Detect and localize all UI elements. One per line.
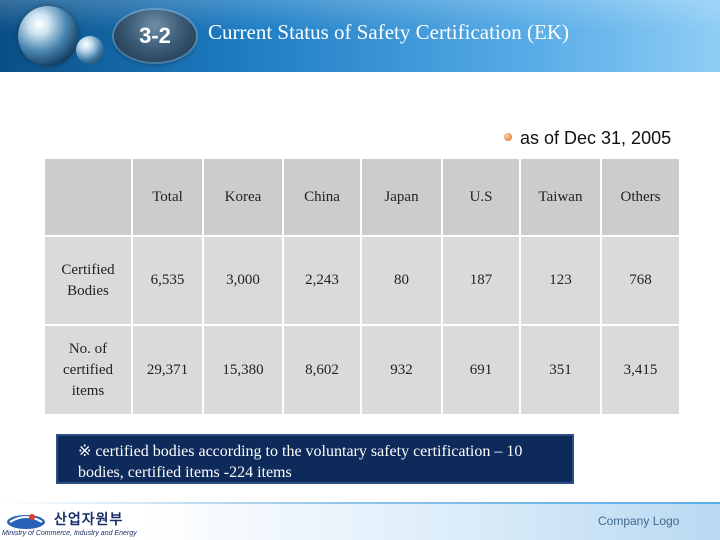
row-header-line: Certified (61, 261, 115, 278)
table-cell: 123 (519, 235, 602, 326)
table-cell: 6,535 (131, 235, 204, 326)
column-header-others: Others (600, 157, 681, 237)
column-header-korea: Korea (202, 157, 284, 237)
table-cell: 3,000 (202, 235, 284, 326)
row-header-certified-bodies: Certified Bodies (43, 235, 133, 326)
globe-orb-icon (18, 6, 78, 66)
row-header-line: certified (63, 361, 113, 378)
header-band: 3-2 Current Status of Safety Certificati… (0, 0, 720, 72)
column-header-us: U.S (441, 157, 521, 237)
footnote-box: ※ certified bodies according to the volu… (56, 434, 574, 484)
row-header-line: No. of (68, 340, 108, 357)
table-cell: 29,371 (131, 324, 204, 416)
footnote-line-1: ※ certified bodies according to the volu… (78, 443, 523, 460)
table-header-row: Total Korea China Japan U.S Taiwan Other… (43, 157, 681, 237)
table-cell: 2,243 (282, 235, 362, 326)
column-header-taiwan: Taiwan (519, 157, 602, 237)
table-cell: 8,602 (282, 324, 362, 416)
small-orb-icon (76, 36, 104, 64)
certification-table: Total Korea China Japan U.S Taiwan Other… (43, 157, 681, 416)
table-cell: 15,380 (202, 324, 284, 416)
footer-divider (0, 502, 720, 504)
footnote-line-2: bodies, certified items -224 items (78, 464, 292, 481)
as-of-date: as of Dec 31, 2005 (504, 128, 671, 149)
as-of-text: as of Dec 31, 2005 (520, 128, 672, 148)
table-cell: 691 (441, 324, 521, 416)
table-cell: 80 (360, 235, 443, 326)
page-title: Current Status of Safety Certification (… (208, 20, 569, 44)
table-cell: 932 (360, 324, 443, 416)
column-header-china: China (282, 157, 362, 237)
bullet-dot-icon (504, 133, 512, 141)
table-cell: 351 (519, 324, 602, 416)
section-number-badge: 3-2 (114, 10, 196, 62)
ministry-name-korean: 산업자원부 (54, 512, 124, 528)
column-header-total: Total (131, 157, 204, 237)
ministry-emblem-icon (7, 514, 45, 529)
table-cell: 768 (600, 235, 681, 326)
table-row: Certified Bodies 6,535 3,000 2,243 80 18… (43, 235, 681, 326)
table-cell: 3,415 (600, 324, 681, 416)
column-header (43, 157, 133, 237)
row-header-line: items (71, 382, 105, 399)
footnote-text: ※ certified bodies according to the volu… (78, 441, 572, 482)
table-cell: 187 (441, 235, 521, 326)
ministry-name-english: Ministry of Commerce, Industry and Energ… (2, 530, 137, 537)
row-header-line: Bodies (67, 282, 109, 299)
footer-bar (0, 502, 720, 540)
column-header-japan: Japan (360, 157, 443, 237)
row-header-certified-items: No. of certified items (43, 324, 133, 416)
table-row: No. of certified items 29,371 15,380 8,6… (43, 324, 681, 416)
company-logo-text: Company Logo (598, 514, 680, 528)
